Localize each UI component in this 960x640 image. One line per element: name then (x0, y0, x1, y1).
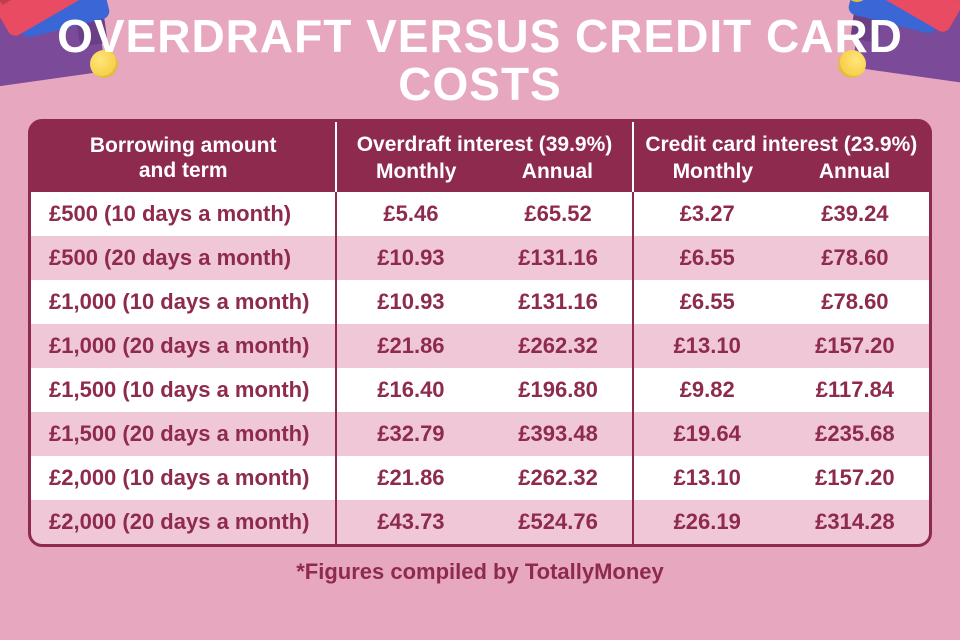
table-row: £2,000 (20 days a month)£43.73£524.76£26… (31, 500, 929, 544)
cell-term: £500 (20 days a month) (31, 236, 336, 280)
table-row: £2,000 (10 days a month)£21.86£262.32£13… (31, 456, 929, 500)
header-term: Borrowing amount and term (31, 122, 336, 192)
table-row: £1,500 (10 days a month)£16.40£196.80£9.… (31, 368, 929, 412)
cell-cc-monthly: £26.19 (633, 500, 781, 544)
cell-overdraft-annual: £65.52 (484, 192, 632, 236)
table-row: £1,000 (10 days a month)£10.93£131.16£6.… (31, 280, 929, 324)
header-overdraft-label: Overdraft interest (39.9%) (343, 132, 625, 157)
header-creditcard-label: Credit card interest (23.9%) (640, 132, 923, 157)
cell-cc-monthly: £19.64 (633, 412, 781, 456)
comparison-table: Borrowing amount and term Overdraft inte… (31, 122, 929, 544)
cell-cc-monthly: £3.27 (633, 192, 781, 236)
cell-overdraft-monthly: £10.93 (336, 236, 484, 280)
cell-term: £1,000 (20 days a month) (31, 324, 336, 368)
cell-overdraft-annual: £131.16 (484, 280, 632, 324)
cell-overdraft-monthly: £32.79 (336, 412, 484, 456)
cell-cc-annual: £314.28 (781, 500, 929, 544)
cell-term: £1,500 (10 days a month) (31, 368, 336, 412)
header-overdraft-group: Overdraft interest (39.9%) Monthly Annua… (336, 122, 632, 192)
cell-cc-annual: £157.20 (781, 456, 929, 500)
cell-overdraft-annual: £196.80 (484, 368, 632, 412)
cell-overdraft-annual: £131.16 (484, 236, 632, 280)
header-sub-monthly: Monthly (376, 159, 456, 184)
cell-overdraft-monthly: £21.86 (336, 456, 484, 500)
cell-overdraft-monthly: £10.93 (336, 280, 484, 324)
cell-cc-monthly: £13.10 (633, 324, 781, 368)
table-row: £1,000 (20 days a month)£21.86£262.32£13… (31, 324, 929, 368)
cell-overdraft-monthly: £21.86 (336, 324, 484, 368)
header-sub-monthly: Monthly (673, 159, 753, 184)
table-row: £1,500 (20 days a month)£32.79£393.48£19… (31, 412, 929, 456)
cell-cc-annual: £235.68 (781, 412, 929, 456)
cell-term: £2,000 (20 days a month) (31, 500, 336, 544)
cell-cc-monthly: £9.82 (633, 368, 781, 412)
table-row: £500 (20 days a month)£10.93£131.16£6.55… (31, 236, 929, 280)
header-term-line1: Borrowing amount (90, 134, 277, 157)
table-body: £500 (10 days a month)£5.46£65.52£3.27£3… (31, 192, 929, 544)
cell-cc-monthly: £13.10 (633, 456, 781, 500)
cell-cc-annual: £39.24 (781, 192, 929, 236)
cell-overdraft-monthly: £5.46 (336, 192, 484, 236)
cell-cc-annual: £78.60 (781, 280, 929, 324)
cell-cc-annual: £117.84 (781, 368, 929, 412)
header-sub-annual: Annual (522, 159, 593, 184)
cell-term: £500 (10 days a month) (31, 192, 336, 236)
cell-cc-monthly: £6.55 (633, 280, 781, 324)
cell-overdraft-monthly: £43.73 (336, 500, 484, 544)
table-row: £500 (10 days a month)£5.46£65.52£3.27£3… (31, 192, 929, 236)
table-header: Borrowing amount and term Overdraft inte… (31, 122, 929, 192)
header-term-line2: and term (139, 159, 228, 182)
cell-term: £2,000 (10 days a month) (31, 456, 336, 500)
header-creditcard-group: Credit card interest (23.9%) Monthly Ann… (633, 122, 929, 192)
cell-overdraft-monthly: £16.40 (336, 368, 484, 412)
cell-overdraft-annual: £262.32 (484, 456, 632, 500)
cell-cc-annual: £157.20 (781, 324, 929, 368)
cell-overdraft-annual: £524.76 (484, 500, 632, 544)
cell-term: £1,000 (10 days a month) (31, 280, 336, 324)
footnote: *Figures compiled by TotallyMoney (28, 559, 932, 585)
cell-overdraft-annual: £262.32 (484, 324, 632, 368)
header-sub-annual: Annual (819, 159, 890, 184)
cell-overdraft-annual: £393.48 (484, 412, 632, 456)
infographic-container: OVERDRAFT VERSUS CREDIT CARD COSTS Borro… (0, 0, 960, 640)
cell-cc-monthly: £6.55 (633, 236, 781, 280)
comparison-table-wrap: Borrowing amount and term Overdraft inte… (28, 119, 932, 547)
infographic-title: OVERDRAFT VERSUS CREDIT CARD COSTS (28, 12, 932, 109)
cell-cc-annual: £78.60 (781, 236, 929, 280)
cell-term: £1,500 (20 days a month) (31, 412, 336, 456)
